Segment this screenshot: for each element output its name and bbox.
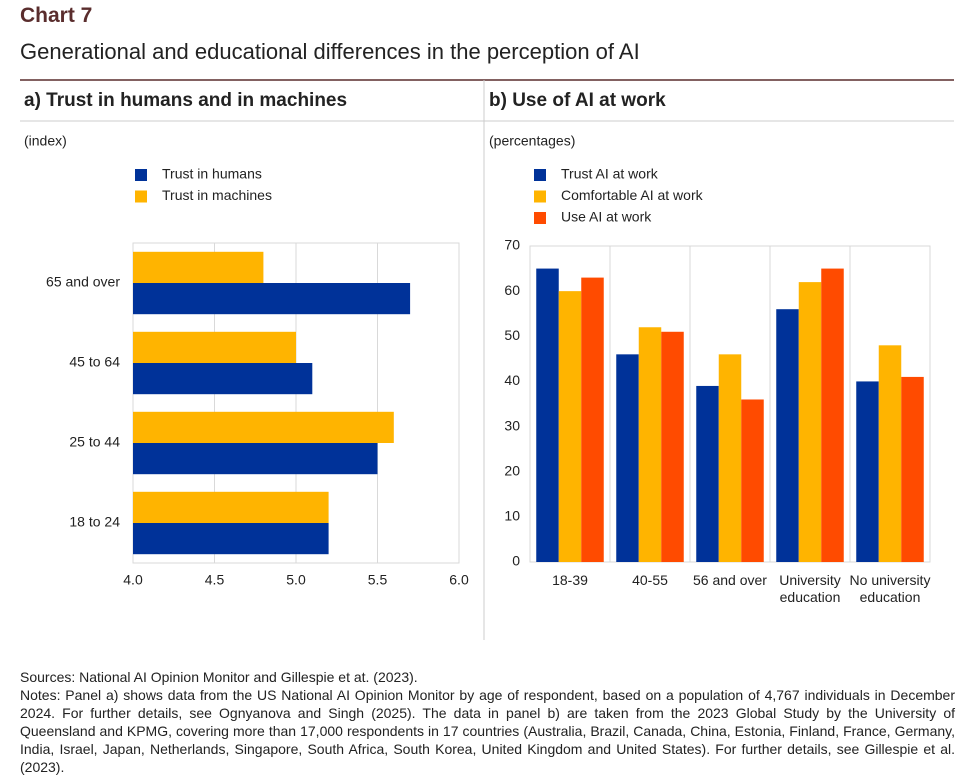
- units: (percentages): [489, 133, 575, 149]
- units: (index): [24, 133, 67, 149]
- bar: [536, 268, 559, 562]
- legend-label: Trust in machines: [162, 187, 272, 203]
- legend-swatch: [135, 190, 147, 203]
- bar: [581, 277, 604, 562]
- bar: [696, 385, 719, 562]
- y-tick-label: 0: [512, 553, 520, 569]
- bar: [133, 491, 329, 523]
- x-tick-label: 5.0: [286, 572, 306, 588]
- bar: [878, 345, 902, 562]
- bar: [133, 443, 378, 475]
- legend-label: Trust AI at work: [561, 166, 659, 182]
- legend-label: Use AI at work: [561, 209, 652, 225]
- y-tick-label: 25 to 44: [69, 434, 120, 450]
- notes: Notes: Panel a) shows data from the US N…: [20, 687, 955, 775]
- x-tick-label: 18-39: [552, 572, 588, 588]
- bar: [133, 411, 394, 443]
- x-tick-label: 6.0: [449, 572, 469, 588]
- y-tick-label: 45 to 64: [69, 354, 120, 370]
- bar: [638, 327, 662, 562]
- bar: [821, 268, 844, 562]
- bar: [133, 283, 411, 315]
- chart-subtitle: Generational and educational differences…: [20, 39, 640, 64]
- bar: [133, 523, 329, 555]
- y-tick-label: 60: [504, 282, 520, 298]
- bar: [133, 363, 313, 395]
- x-tick-label: 40-55: [632, 572, 668, 588]
- bar: [558, 291, 582, 562]
- bar: [776, 309, 799, 562]
- legend-swatch: [534, 212, 546, 224]
- panel-title: a) Trust in humans and in machines: [24, 90, 347, 111]
- y-tick-label: 70: [504, 237, 520, 253]
- x-tick-label: 4.5: [205, 572, 225, 588]
- x-tick-label: 4.0: [123, 572, 143, 588]
- y-tick-label: 20: [504, 462, 520, 478]
- y-tick-label: 10: [504, 508, 520, 524]
- bar: [718, 354, 742, 562]
- x-tick-label: 5.5: [368, 572, 388, 588]
- bar: [741, 399, 764, 562]
- x-tick-label: University education: [779, 572, 841, 605]
- x-tick-label: 56 and over: [693, 572, 767, 588]
- sources: Sources: National AI Opinion Monitor and…: [20, 669, 418, 685]
- legend-label: Trust in humans: [162, 166, 262, 182]
- legend-label: Comfortable AI at work: [561, 187, 704, 203]
- bar: [901, 376, 924, 562]
- y-tick-label: 30: [504, 417, 520, 433]
- y-tick-label: 50: [504, 327, 520, 343]
- y-tick-label: 65 and over: [46, 274, 120, 290]
- legend-swatch: [135, 169, 147, 181]
- bar: [133, 331, 296, 363]
- chart-number: Chart 7: [20, 4, 93, 27]
- legend-swatch: [534, 190, 546, 203]
- x-tick-label: No university education: [849, 572, 931, 605]
- bar: [661, 331, 684, 562]
- panel-title: b) Use of AI at work: [489, 90, 666, 111]
- y-tick-label: 18 to 24: [69, 514, 120, 530]
- bar: [616, 354, 639, 562]
- bar: [133, 251, 264, 283]
- chart: a) Trust in humans and in machines b) Us…: [20, 79, 954, 640]
- bar: [798, 282, 822, 562]
- bar: [856, 381, 879, 562]
- y-tick-label: 40: [504, 372, 520, 388]
- legend-swatch: [534, 169, 546, 181]
